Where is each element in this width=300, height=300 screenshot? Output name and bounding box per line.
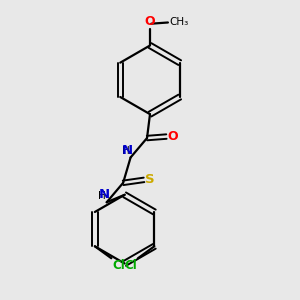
Text: N: N [122,144,133,157]
Text: S: S [145,173,155,186]
Text: H: H [122,146,130,156]
Text: H: H [98,191,106,201]
Text: Cl: Cl [112,259,124,272]
Text: N: N [98,188,110,201]
Text: Cl: Cl [124,259,137,272]
Text: O: O [145,15,155,28]
Text: CH₃: CH₃ [169,17,189,28]
Text: O: O [168,130,178,143]
